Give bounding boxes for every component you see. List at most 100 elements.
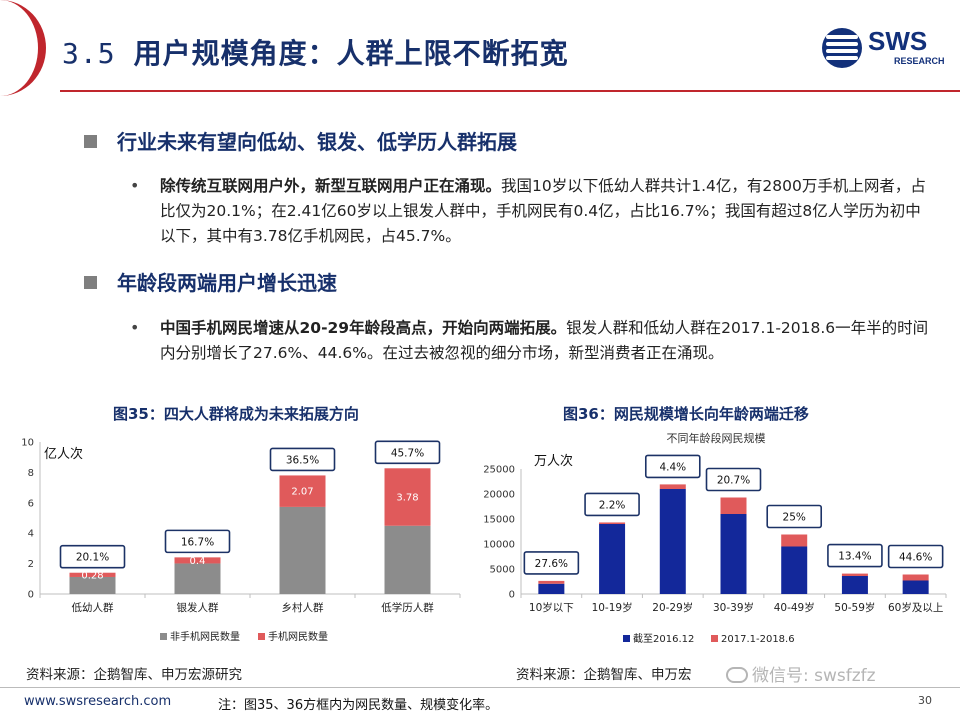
bar-segment-base: [841, 576, 868, 594]
legend-label: 非手机网民数量: [170, 630, 240, 643]
callout-box: [523, 551, 580, 575]
callout-label: 16.7%: [181, 536, 214, 548]
section-number: 3.5: [62, 37, 116, 70]
bar-segment-base: [781, 546, 808, 594]
x-category-label: 30-39岁: [713, 601, 754, 614]
callout-label: 20.7%: [717, 475, 750, 487]
y-tick-label: 4: [28, 529, 34, 540]
bar-segment-base: [69, 576, 116, 594]
bar-segment-base: [384, 525, 431, 594]
callout-box: [584, 492, 640, 517]
x-category-label: 20-29岁: [652, 601, 693, 614]
wechat-watermark: 微信号: swsfzfz: [726, 661, 876, 686]
bar-segment-base: [720, 514, 747, 594]
bar-segment-top: [659, 484, 686, 489]
x-category-label: 低学历人群: [381, 601, 434, 614]
callout-label: 44.6%: [899, 552, 932, 564]
callout-label: 4.4%: [659, 461, 686, 473]
legend-label: 截至2016.12: [633, 632, 694, 645]
y-unit-label: 亿人次: [44, 446, 83, 462]
bar-segment-top: [599, 522, 626, 524]
x-category-label: 乡村人群: [282, 601, 324, 614]
sws-logo: SWS RESEARCH: [822, 26, 945, 72]
fig36-title: 图36：网民规模增长向年龄两端迁移: [563, 405, 809, 423]
y-tick-label: 10000: [483, 540, 515, 551]
footer-note: 注：图35、36方框内为网民数量、规模变化率。: [218, 698, 499, 713]
bar-segment-top: [902, 574, 929, 581]
section-heading-2: 年龄段两端用户增长迅速: [84, 267, 337, 296]
callout-label: 2.2%: [599, 499, 626, 511]
bar-segment-top: [538, 580, 565, 584]
legend-swatch: [258, 633, 265, 640]
fig36-chart: 0 5000 10000 15000 20000 25000 万人次 不同年龄段网民规模 10岁…: [483, 431, 947, 645]
legend-label: 2017.1-2018.6: [721, 634, 795, 645]
page-number: 30: [918, 694, 932, 707]
logo-text: SWS: [868, 26, 928, 56]
header-accent-mark: [0, 0, 46, 96]
x-category-label: 60岁及以上: [888, 601, 943, 614]
paragraph-2: 中国手机网民增速从20-29年龄段高点，开始向两端拓展。银发人群和低幼人群在20…: [160, 316, 930, 366]
paragraph-1: 除传统互联网用户外，新型互联网用户正在涌现。我国10岁以下低幼人群共计1.4亿，…: [160, 174, 930, 249]
legend-swatch: [711, 635, 718, 642]
bar-segment-base: [279, 506, 326, 594]
callout-label: 45.7%: [391, 447, 424, 459]
header-rule: [60, 90, 960, 92]
legend-label: 手机网民数量: [268, 630, 328, 643]
x-category-label: 40-49岁: [774, 601, 815, 614]
bar-segment-top: [841, 573, 868, 576]
x-category-label: 10-19岁: [592, 601, 633, 614]
bar-segment-label: 3.78: [396, 493, 418, 504]
bar-segment-base: [599, 524, 626, 594]
callout-box: [827, 543, 883, 568]
callout-box: [269, 447, 336, 472]
callout-box: [59, 544, 126, 569]
callout-box: [887, 544, 944, 569]
legend-swatch: [160, 633, 167, 640]
y-tick-label: 0: [28, 590, 34, 601]
paragraph-2-body: 银发人群和低幼人群在2017.1-2018.6一年半的时间内分别增长了27.6%…: [160, 319, 929, 362]
y-tick-label: 20000: [483, 490, 515, 501]
chart-subtitle: 不同年龄段网民规模: [667, 431, 766, 445]
y-tick-label: 25000: [483, 465, 515, 476]
callout-label: 27.6%: [535, 558, 568, 570]
y-tick-label: 2: [28, 559, 34, 570]
y-tick-label: 15000: [483, 515, 515, 526]
callout-label: 20.1%: [76, 552, 109, 564]
paragraph-1-lead: 除传统互联网用户外，新型互联网用户正在涌现。: [160, 177, 502, 195]
bar-segment-base: [902, 580, 929, 594]
callout-label: 36.5%: [286, 454, 319, 466]
x-category-label: 银发人群: [177, 601, 219, 614]
section-heading-1: 行业未来有望向低幼、银发、低学历人群拓展: [84, 126, 517, 155]
bar-segment-top: [781, 534, 808, 547]
callout-box: [374, 440, 441, 465]
bar-segment-label: 2.07: [291, 487, 313, 498]
y-tick-label: 5000: [490, 565, 515, 576]
bar-segment-top: [279, 475, 326, 507]
bullet-dot-icon: •: [130, 318, 140, 337]
y-tick-label: 0: [509, 590, 515, 601]
fig35-title: 图35：四大人群将成为未来拓展方向: [113, 405, 359, 423]
bullet-dot-icon: •: [130, 176, 140, 195]
bar-segment-top: [384, 468, 431, 526]
paragraph-1-body: 我国10岁以下低幼人群共计1.4亿，有2800万手机上网者，占比仅为20.1%；…: [160, 177, 926, 245]
x-category-label: 50-59岁: [834, 601, 875, 614]
legend-swatch: [623, 635, 630, 642]
x-category-label: 10岁以下: [529, 601, 574, 614]
footer-rule: [0, 687, 960, 688]
page-title: 3.5 用户规模角度：人群上限不断拓宽: [62, 32, 569, 72]
y-unit-label: 万人次: [534, 453, 573, 469]
fig35-source: 资料来源：企鹅智库、申万宏源研究: [26, 667, 242, 683]
page-title-text: 用户规模角度：人群上限不断拓宽: [133, 37, 569, 70]
y-tick-label: 8: [28, 468, 34, 479]
bar-segment-top: [69, 572, 116, 577]
footer-website-link[interactable]: www.swsresearch.com: [24, 694, 172, 709]
logo-subtext: RESEARCH: [894, 56, 945, 66]
square-bullet-icon: [84, 135, 97, 148]
bar-segment-top: [720, 497, 747, 514]
callout-box: [644, 454, 701, 479]
logo-globe-icon: [822, 28, 862, 68]
callout-box: [766, 504, 823, 529]
bar-segment-base: [659, 489, 686, 594]
fig36-source: 资料来源：企鹅智库、申万宏: [516, 667, 692, 683]
